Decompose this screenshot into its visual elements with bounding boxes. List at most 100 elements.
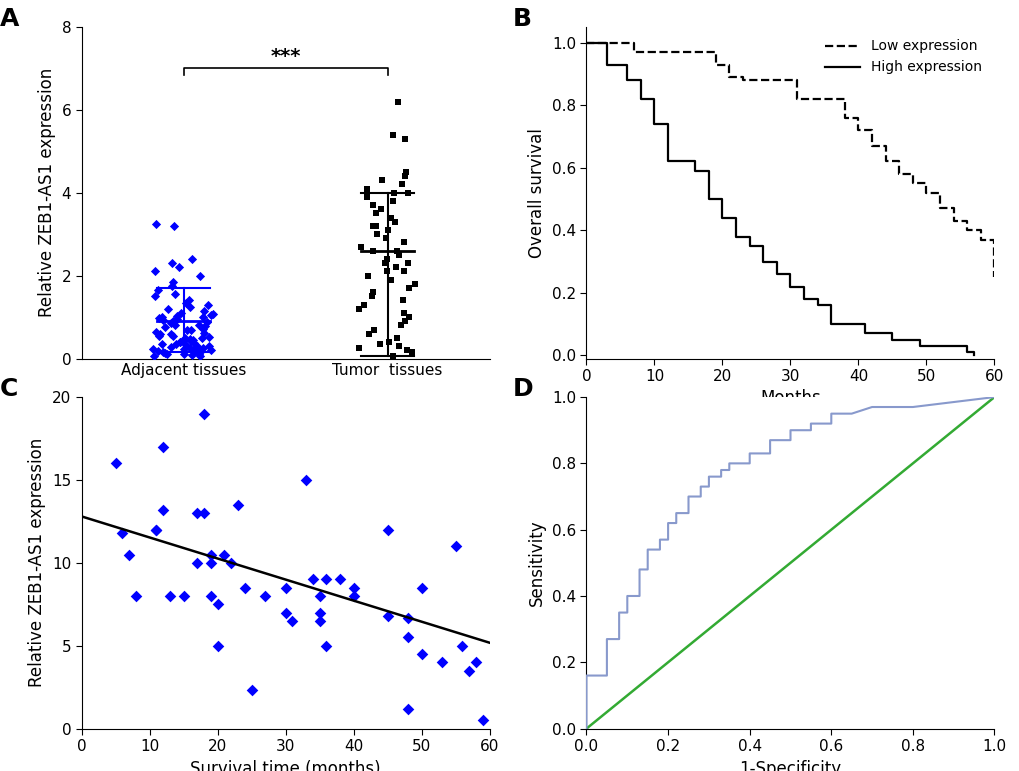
Low expression	[872, 141, 884, 150]
High expression	[770, 269, 783, 278]
Point	[351, 302, 367, 315]
Low expression	[878, 157, 891, 166]
Point	[396, 170, 413, 182]
Low expression	[613, 38, 626, 47]
Point	[223, 557, 239, 569]
Point	[155, 315, 171, 327]
Point	[345, 581, 362, 594]
High expression	[743, 241, 755, 251]
Line: Low expression: Low expression	[586, 42, 994, 278]
Point	[192, 269, 208, 281]
Low expression	[899, 170, 911, 179]
Point	[399, 631, 416, 644]
Point	[195, 322, 211, 335]
Point	[201, 340, 217, 352]
Point	[192, 346, 208, 359]
Y-axis label: Sensitivity: Sensitivity	[528, 520, 546, 606]
Low expression	[715, 60, 728, 69]
Point	[399, 187, 416, 199]
Point	[169, 313, 185, 325]
Point	[154, 338, 170, 350]
Point	[396, 307, 413, 319]
Point	[447, 540, 464, 552]
High expression	[628, 76, 640, 85]
High expression	[736, 232, 748, 241]
Point	[183, 253, 200, 265]
Point	[127, 590, 144, 602]
Point	[195, 311, 211, 323]
Point	[413, 581, 429, 594]
Point	[284, 614, 301, 627]
Point	[364, 286, 380, 298]
High expression	[919, 342, 931, 351]
Point	[400, 282, 417, 295]
Point	[387, 216, 404, 228]
Point	[178, 323, 195, 335]
Point	[172, 336, 189, 348]
Point	[166, 288, 182, 301]
Point	[363, 290, 379, 302]
Point	[175, 590, 192, 602]
Legend: Low expression, High expression: Low expression, High expression	[819, 34, 986, 80]
Point	[380, 224, 396, 236]
Point	[379, 610, 395, 622]
Point	[196, 327, 212, 339]
High expression	[580, 38, 592, 47]
Line: High expression: High expression	[586, 42, 973, 355]
Point	[165, 315, 181, 328]
Point	[433, 656, 449, 668]
Low expression	[954, 217, 966, 226]
Point	[107, 457, 123, 470]
Point	[358, 183, 374, 195]
Low expression	[865, 141, 877, 150]
Point	[178, 339, 195, 352]
Point	[399, 702, 416, 715]
Point	[203, 548, 219, 561]
Point	[298, 473, 314, 487]
Point	[189, 557, 205, 569]
High expression	[824, 319, 837, 328]
High expression	[722, 213, 735, 222]
Point	[155, 503, 171, 516]
Point	[368, 220, 384, 232]
Point	[353, 241, 369, 253]
Point	[164, 329, 180, 342]
Point	[158, 348, 174, 360]
Point	[351, 342, 367, 355]
Point	[407, 278, 423, 290]
Point	[395, 265, 412, 278]
Low expression	[858, 126, 870, 135]
Point	[175, 348, 192, 361]
High expression	[804, 295, 816, 304]
Point	[277, 581, 293, 594]
Point	[154, 311, 170, 323]
Low expression	[709, 60, 721, 69]
Point	[474, 714, 490, 726]
Point	[192, 350, 208, 362]
High expression	[954, 342, 966, 351]
Low expression	[886, 157, 898, 166]
Point	[160, 302, 176, 315]
Point	[152, 328, 168, 340]
Point	[390, 249, 407, 261]
Point	[389, 96, 406, 108]
Point	[199, 316, 215, 328]
Text: D: D	[513, 377, 533, 401]
Point	[191, 318, 207, 331]
Point	[379, 265, 395, 278]
Point	[148, 524, 164, 536]
Point	[145, 343, 161, 355]
Low expression	[974, 235, 986, 244]
Point	[181, 301, 198, 313]
Point	[361, 328, 377, 340]
Point	[392, 319, 409, 332]
Point	[372, 338, 388, 350]
Point	[200, 298, 216, 311]
Point	[453, 640, 470, 652]
Point	[236, 581, 253, 594]
Low expression	[580, 38, 592, 47]
Point	[393, 178, 410, 190]
Point	[394, 295, 411, 307]
Point	[203, 590, 219, 602]
Low expression	[987, 273, 1000, 282]
